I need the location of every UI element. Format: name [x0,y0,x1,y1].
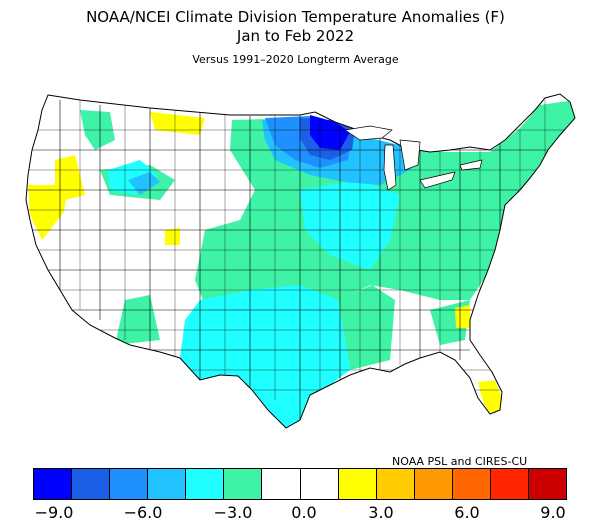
us-temperature-anomaly-map [25,93,576,429]
legend-tick-label: 9.0 [540,503,566,522]
legend-swatch [529,469,567,499]
legend-swatch [490,469,530,499]
legend-tick-label: 6.0 [454,503,480,522]
lake-michigan [383,144,397,191]
map-title: NOAA/NCEI Climate Division Temperature A… [86,8,505,26]
legend-swatch [34,469,73,499]
legend-swatch [452,469,491,499]
region-anomaly-minus-3 [300,180,400,270]
region-anomaly-plus-2 [478,380,502,412]
region-anomaly-minus-3 [180,285,350,428]
state-boundaries [26,100,575,420]
lake-superior [344,125,393,141]
legend-tick-label: 3.0 [368,503,394,522]
region-anomaly-plus-2 [150,112,205,135]
color-legend-bar [33,468,567,500]
region-anomaly-plus-2 [28,185,68,240]
region-anomaly-plus-2 [455,305,470,328]
data-credit: NOAA PSL and CIRES-CU [392,455,528,468]
legend-tick-label: −6.0 [123,503,163,522]
lake-huron [399,139,421,171]
legend-tick-label: −9.0 [34,503,74,522]
region-anomaly-minus-2 [338,285,395,370]
region-anomaly-minus-5 [128,172,160,195]
map-period: Jan to Feb 2022 [236,27,355,45]
region-anomaly-plus-2 [165,228,180,245]
legend-swatch [414,469,453,499]
region-anomaly-minus-2 [115,295,160,345]
legend-tick-label: 0.0 [291,503,317,522]
lake-ontario [459,159,483,171]
legend-swatch [338,469,377,499]
conus-outline [25,93,576,429]
map-subtitle: Versus 1991–2020 Longterm Average [192,53,399,66]
legend-swatch [148,469,187,499]
legend-swatch [224,469,263,499]
legend-tick-label: −3.0 [213,503,253,522]
legend-swatch [262,469,301,499]
legend-swatch [110,469,149,499]
legend-swatch [300,469,339,499]
legend-swatch [72,469,111,499]
region-anomaly-minus-3 [108,160,158,195]
lake-erie [419,171,456,189]
legend-swatch [186,469,225,499]
legend-swatch [376,469,415,499]
